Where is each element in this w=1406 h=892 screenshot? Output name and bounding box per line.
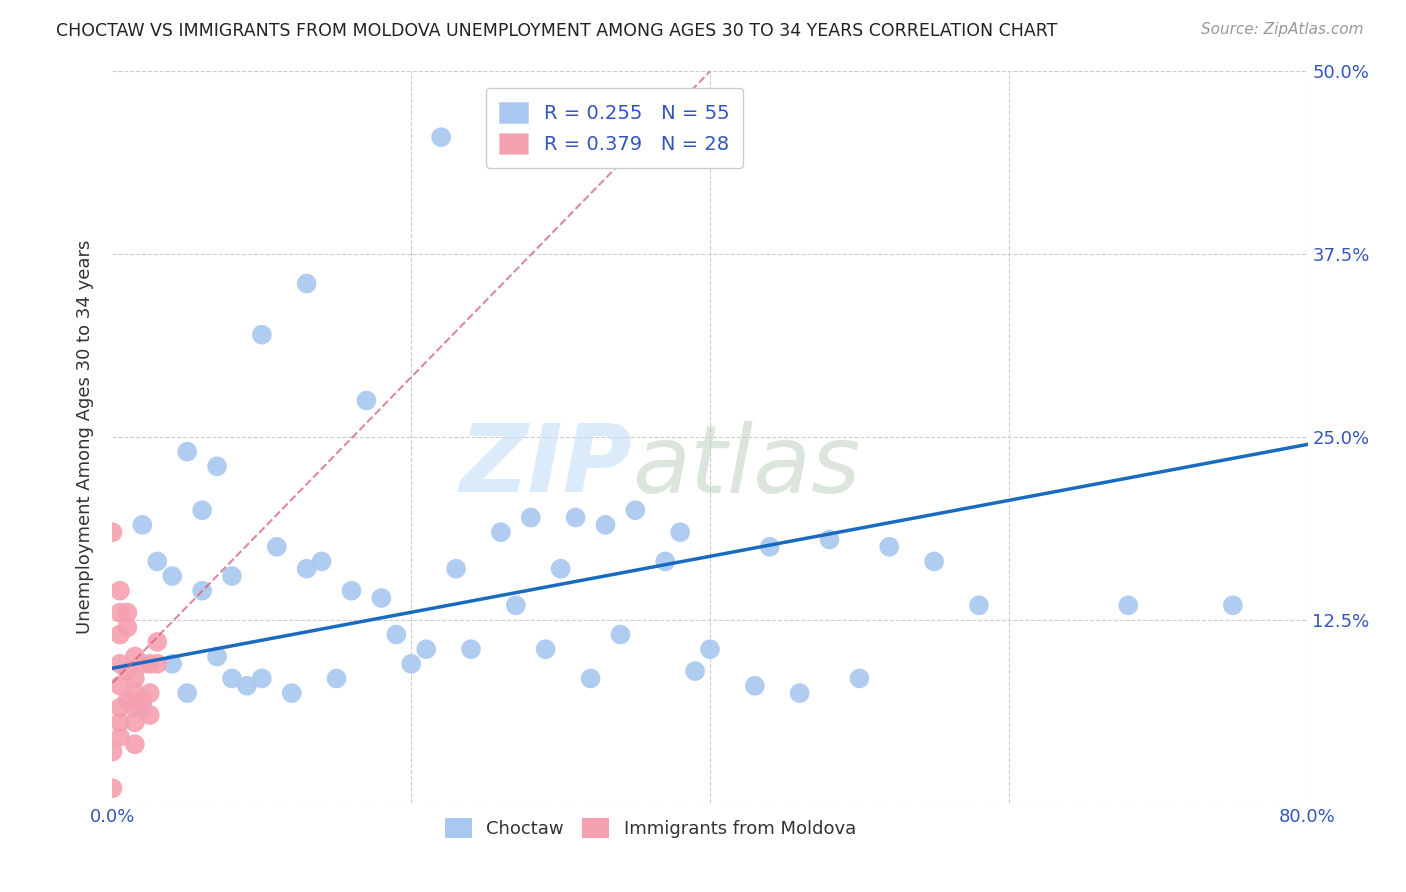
Point	[117, 664, 139, 678]
Point	[1222, 599, 1244, 613]
Point	[520, 510, 543, 524]
Point	[356, 393, 378, 408]
Point	[108, 657, 131, 671]
Point	[139, 657, 162, 671]
Point	[444, 562, 467, 576]
Point	[325, 672, 347, 686]
Point	[430, 130, 453, 145]
Legend: Choctaw, Immigrants from Moldova: Choctaw, Immigrants from Moldova	[437, 811, 863, 845]
Point	[669, 525, 692, 540]
Point	[683, 664, 706, 678]
Point	[117, 693, 139, 707]
Y-axis label: Unemployment Among Ages 30 to 34 years: Unemployment Among Ages 30 to 34 years	[76, 240, 94, 634]
Point	[124, 649, 146, 664]
Point	[311, 554, 333, 568]
Text: CHOCTAW VS IMMIGRANTS FROM MOLDOVA UNEMPLOYMENT AMONG AGES 30 TO 34 YEARS CORREL: CHOCTAW VS IMMIGRANTS FROM MOLDOVA UNEMP…	[56, 22, 1057, 40]
Point	[124, 715, 146, 730]
Point	[385, 627, 408, 641]
Point	[401, 657, 423, 671]
Point	[108, 679, 131, 693]
Point	[789, 686, 811, 700]
Point	[162, 569, 183, 583]
Point	[191, 583, 214, 598]
Point	[967, 599, 990, 613]
Point	[108, 583, 131, 598]
Point	[176, 686, 198, 700]
Point	[460, 642, 482, 657]
Point	[124, 737, 146, 751]
Point	[922, 554, 945, 568]
Point	[124, 672, 146, 686]
Point	[505, 599, 527, 613]
Point	[108, 715, 131, 730]
Text: Source: ZipAtlas.com: Source: ZipAtlas.com	[1201, 22, 1364, 37]
Point	[654, 554, 676, 568]
Point	[191, 503, 214, 517]
Point	[101, 745, 124, 759]
Point	[131, 700, 153, 714]
Point	[176, 444, 198, 458]
Point	[550, 562, 572, 576]
Point	[162, 657, 183, 671]
Text: atlas: atlas	[633, 421, 860, 512]
Point	[281, 686, 304, 700]
Point	[250, 672, 273, 686]
Point	[101, 525, 124, 540]
Point	[744, 679, 766, 693]
Point	[108, 606, 131, 620]
Point	[131, 517, 153, 532]
Point	[146, 657, 169, 671]
Point	[295, 277, 318, 291]
Point	[534, 642, 557, 657]
Point	[146, 635, 169, 649]
Point	[101, 781, 124, 796]
Point	[124, 686, 146, 700]
Point	[205, 459, 228, 474]
Point	[699, 642, 721, 657]
Point	[124, 700, 146, 714]
Point	[221, 672, 243, 686]
Point	[108, 700, 131, 714]
Point	[879, 540, 901, 554]
Point	[205, 649, 228, 664]
Point	[818, 533, 841, 547]
Point	[236, 679, 259, 693]
Point	[108, 627, 131, 641]
Text: ZIP: ZIP	[460, 420, 633, 512]
Point	[489, 525, 512, 540]
Point	[415, 642, 437, 657]
Point	[848, 672, 870, 686]
Point	[117, 620, 139, 634]
Point	[146, 554, 169, 568]
Point	[250, 327, 273, 342]
Point	[139, 708, 162, 723]
Point	[595, 517, 617, 532]
Point	[131, 693, 153, 707]
Point	[564, 510, 586, 524]
Point	[370, 591, 392, 605]
Point	[579, 672, 602, 686]
Point	[139, 686, 162, 700]
Point	[1118, 599, 1140, 613]
Point	[108, 730, 131, 744]
Point	[295, 562, 318, 576]
Point	[117, 606, 139, 620]
Point	[131, 657, 153, 671]
Point	[759, 540, 782, 554]
Point	[624, 503, 647, 517]
Point	[221, 569, 243, 583]
Point	[340, 583, 363, 598]
Point	[266, 540, 288, 554]
Point	[609, 627, 631, 641]
